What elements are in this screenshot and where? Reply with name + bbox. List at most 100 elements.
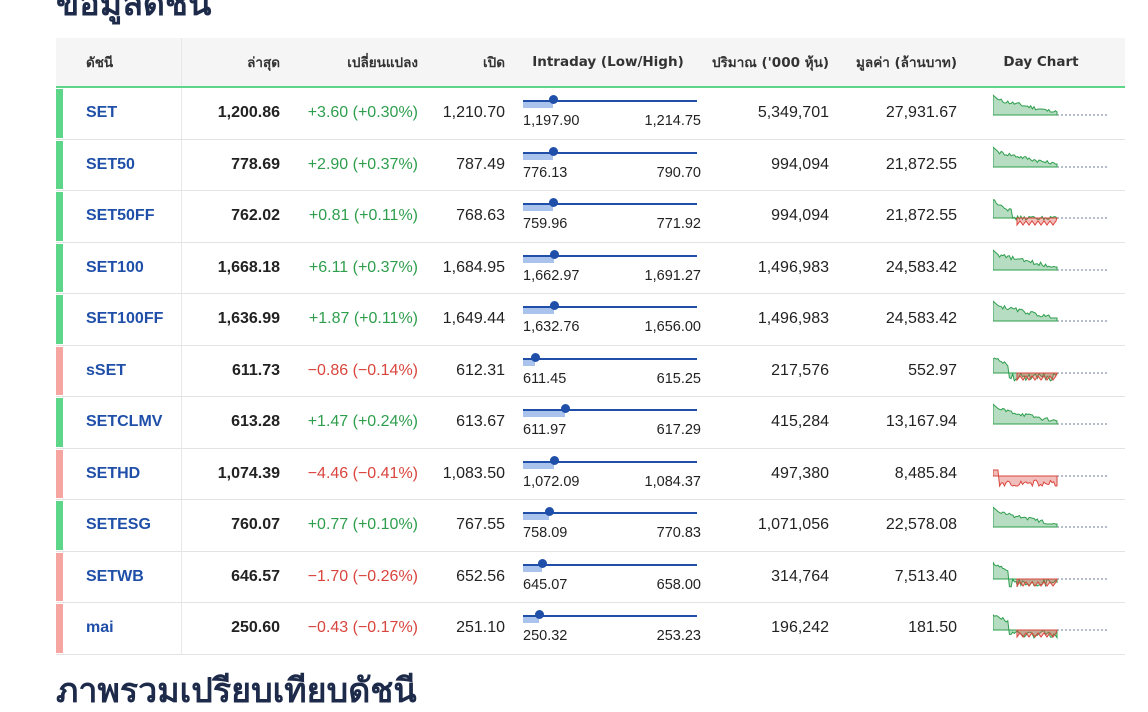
day-chart-cell[interactable]	[957, 191, 1125, 242]
intraday-low: 759.96	[523, 216, 568, 232]
index-name-cell: mai	[56, 603, 182, 654]
change-value: +0.81 (+0.11%)	[308, 207, 418, 225]
intraday-range: 776.13 790.70	[505, 140, 711, 191]
intraday-track	[523, 563, 697, 566]
change-value: −0.43 (−0.17%)	[307, 619, 418, 637]
sparkline-area	[993, 469, 1058, 488]
change-value: +3.60 (+0.30%)	[307, 104, 418, 122]
intraday-range: 758.09 770.83	[505, 500, 711, 551]
intraday-marker	[545, 507, 555, 516]
intraday-high: 771.92	[656, 216, 701, 232]
index-name-link[interactable]: SET50FF	[86, 207, 155, 225]
volume-value: 196,242	[771, 619, 829, 637]
index-name-link[interactable]: mai	[86, 619, 114, 637]
intraday-fill	[523, 514, 550, 520]
volume-value: 994,094	[771, 207, 829, 225]
header-name: ดัชนี	[56, 38, 182, 86]
index-name-link[interactable]: SET100	[86, 258, 144, 276]
header-last: ล่าสุด	[247, 55, 280, 71]
day-chart-cell[interactable]	[957, 294, 1125, 345]
intraday-marker	[534, 610, 544, 619]
table-row[interactable]: SET50FF 762.02 +0.81 (+0.11%) 768.63 759.96 7…	[56, 191, 1125, 243]
table-row[interactable]: SET100FF 1,636.99 +1.87 (+0.11%) 1,649.44 1,…	[56, 294, 1125, 346]
day-chart-cell[interactable]	[957, 346, 1125, 397]
last-price: 760.07	[231, 516, 280, 534]
intraday-range: 1,197.90 1,214.75	[505, 88, 711, 139]
intraday-range: 250.32 253.23	[505, 603, 711, 654]
intraday-marker	[538, 558, 548, 568]
day-chart-cell[interactable]	[957, 243, 1125, 294]
header-intraday: Intraday (Low/High)	[532, 54, 684, 70]
table-row[interactable]: mai 250.60 −0.43 (−0.17%) 251.10 250.32 253.2…	[56, 603, 1125, 655]
intraday-range: 611.97 617.29	[505, 397, 711, 448]
index-name-link[interactable]: SETCLMV	[86, 413, 163, 431]
index-name-link[interactable]: SET50	[86, 155, 135, 173]
intraday-high: 615.25	[656, 370, 701, 387]
last-price: 613.28	[231, 413, 280, 431]
change-value: −1.70 (−0.26%)	[307, 567, 418, 585]
table-row[interactable]: SETWB 646.57 −1.70 (−0.26%) 652.56 645.07 658…	[56, 551, 1125, 603]
day-chart-cell[interactable]	[957, 500, 1125, 551]
table-row[interactable]: SETCLMV 613.28 +1.47 (+0.24%) 613.67 611.97 6…	[56, 397, 1125, 449]
trade-value: 22,578.08	[885, 516, 957, 534]
open-price: 612.31	[456, 361, 505, 379]
day-chart-sparkline	[993, 403, 1107, 425]
day-chart-cell[interactable]	[957, 552, 1125, 603]
table-body: SET 1,200.86 +3.60 (+0.30%) 1,210.70 1,197.9…	[56, 88, 1125, 655]
index-name-link[interactable]: SET100FF	[86, 310, 164, 328]
table-row[interactable]: sSET 611.73 −0.86 (−0.14%) 612.31 611.45 615.…	[56, 345, 1125, 397]
sparkline-area	[993, 199, 1059, 221]
index-name-cell: SET100FF	[56, 294, 182, 345]
next-section-title: ภาพรวมเปรียบเทียบดัชนี	[56, 671, 417, 711]
sparkline-negative-area	[1016, 629, 1058, 639]
header-change: เปลี่ยนแปลง	[347, 55, 418, 71]
open-price: 652.56	[456, 567, 505, 585]
table-row[interactable]: SET50 778.69 +2.90 (+0.37%) 787.49 776.13 790…	[56, 139, 1125, 191]
index-name-link[interactable]: SETESG	[86, 516, 151, 534]
day-chart-sparkline	[993, 506, 1107, 528]
volume-value: 415,284	[771, 413, 829, 431]
index-name-cell: SETWB	[56, 551, 182, 602]
intraday-range: 1,662.97 1,691.27	[505, 243, 711, 294]
day-chart-cell[interactable]	[957, 449, 1125, 500]
intraday-high: 1,691.27	[644, 267, 701, 284]
table-row[interactable]: SET100 1,668.18 +6.11 (+0.37%) 1,684.95 1,66…	[56, 242, 1125, 294]
index-name-link[interactable]: sSET	[86, 361, 127, 379]
index-name-link[interactable]: SETHD	[86, 464, 141, 482]
intraday-low: 1,072.09	[523, 473, 580, 490]
intraday-high: 790.70	[656, 164, 701, 181]
sparkline-area	[993, 560, 1058, 588]
day-chart-cell[interactable]	[957, 603, 1125, 654]
trade-value: 21,872.55	[885, 155, 957, 173]
intraday-range: 759.96 771.92	[505, 191, 711, 242]
intraday-high: 253.23	[656, 628, 701, 644]
intraday-fill	[523, 565, 543, 572]
change-value: +6.11 (+0.37%)	[308, 258, 418, 276]
intraday-fill	[523, 462, 555, 469]
intraday-low: 1,662.97	[523, 267, 580, 284]
intraday-low: 776.13	[523, 164, 568, 181]
intraday-low: 645.07	[523, 576, 568, 593]
intraday-high: 770.83	[656, 525, 701, 541]
day-chart-cell[interactable]	[957, 140, 1125, 191]
table-row[interactable]: SET 1,200.86 +3.60 (+0.30%) 1,210.70 1,197.9…	[56, 88, 1125, 140]
change-value: +1.47 (+0.24%)	[307, 413, 418, 431]
intraday-marker	[548, 198, 558, 207]
intraday-marker	[548, 146, 558, 156]
intraday-fill	[523, 205, 553, 211]
table-row[interactable]: SETESG 760.07 +0.77 (+0.10%) 767.55 758.09 77…	[56, 500, 1125, 552]
change-value: +0.77 (+0.10%)	[307, 516, 418, 534]
day-chart-sparkline	[993, 248, 1107, 270]
table-row[interactable]: SETHD 1,074.39 −4.46 (−0.41%) 1,083.50 1,072…	[56, 448, 1125, 500]
intraday-fill	[523, 308, 555, 314]
intraday-range: 611.45 615.25	[505, 346, 711, 397]
index-name-link[interactable]: SET	[86, 104, 118, 122]
day-chart-cell[interactable]	[957, 397, 1125, 448]
day-chart-cell[interactable]	[957, 88, 1125, 139]
index-name-link[interactable]: SETWB	[86, 567, 144, 585]
intraday-low: 250.32	[523, 628, 568, 644]
open-price: 1,210.70	[442, 104, 505, 122]
trade-value: 8,485.84	[894, 464, 957, 482]
sparkline-negative-area	[1016, 217, 1058, 227]
intraday-range: 645.07 658.00	[505, 552, 711, 603]
